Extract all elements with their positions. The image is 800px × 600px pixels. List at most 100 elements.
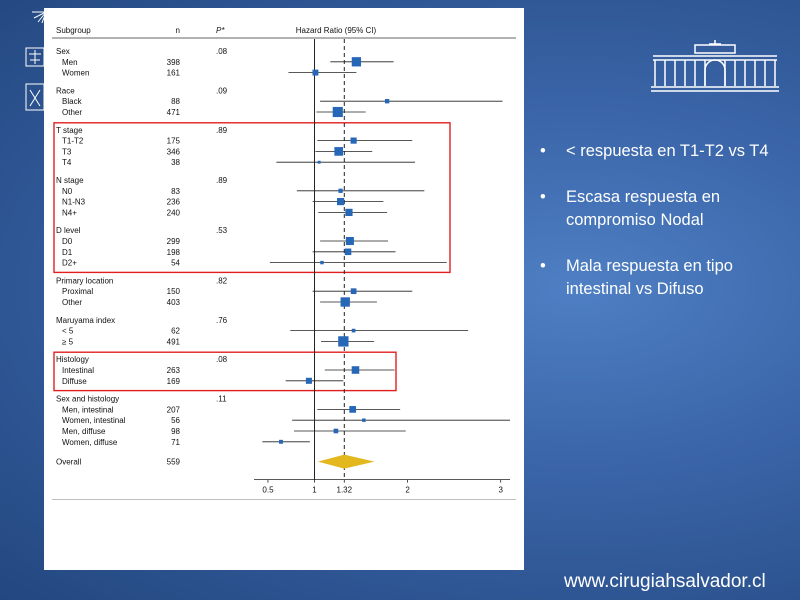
hazard-ratio-marker <box>384 99 390 104</box>
header-hazard-ratio: Hazard Ratio (95% CI) <box>296 26 377 35</box>
hazard-ratio-marker <box>351 366 360 374</box>
subgroup-label: Women, diffuse <box>62 438 118 447</box>
subgroup-label: Other <box>62 298 82 307</box>
subgroup-label: Women, intestinal <box>62 416 126 425</box>
group-p-value: .11 <box>216 395 227 404</box>
subgroup-label: N0 <box>62 187 73 196</box>
x-tick-label: 1.32 <box>337 486 353 495</box>
highlight-box <box>53 122 451 274</box>
bullet-list: • < respuesta en T1-T2 vs T4 • Escasa re… <box>540 140 780 324</box>
group-p-value: .76 <box>216 316 228 325</box>
group-p-value: .53 <box>216 226 228 235</box>
hazard-ratio-marker <box>345 208 353 217</box>
subgroup-label: Black <box>62 97 83 106</box>
subgroup-label: D2+ <box>62 259 77 268</box>
subgroup-label: N4+ <box>62 208 77 217</box>
subgroup-label: Diffuse <box>62 377 87 386</box>
group-p-value: .08 <box>216 47 228 56</box>
hazard-ratio-marker <box>350 137 357 144</box>
hazard-ratio-marker <box>333 428 339 434</box>
subgroup-n: 169 <box>167 377 181 386</box>
subgroup-n: 299 <box>167 237 181 246</box>
bullet-item: • Escasa respuesta en compromiso Nodal <box>540 186 780 232</box>
hazard-ratio-marker <box>340 297 350 307</box>
group-p-value: .89 <box>216 176 228 185</box>
subgroup-n: 207 <box>167 405 181 414</box>
subgroup-n: 71 <box>171 438 180 447</box>
subgroup-n: 83 <box>171 187 180 196</box>
hospital-building-logo <box>651 40 779 92</box>
subgroup-label: T3 <box>62 147 72 156</box>
group-p-value: .09 <box>216 86 228 95</box>
subgroup-label: < 5 <box>62 327 74 336</box>
subgroup-label: T1-T2 <box>62 137 84 146</box>
header-n: n <box>176 26 180 35</box>
subgroup-n: 198 <box>167 248 181 257</box>
footer-website[interactable]: www.cirugiahsalvador.cl <box>564 571 766 592</box>
group-label: Race <box>56 86 75 95</box>
subgroup-n: 491 <box>167 337 181 346</box>
bullet-text: < respuesta en T1-T2 vs T4 <box>566 142 769 160</box>
group-p-value: .89 <box>216 126 228 135</box>
bullet-symbol: • <box>540 188 546 206</box>
subgroup-label: ≥ 5 <box>62 337 74 346</box>
bullet-symbol: • <box>540 257 546 275</box>
subgroup-label: D0 <box>62 237 73 246</box>
overall-n: 559 <box>167 458 181 467</box>
x-tick-label: 3 <box>498 486 503 495</box>
forest-plot: Subgroup n P* Hazard Ratio (95% CI) Sex.… <box>52 26 516 500</box>
hazard-ratio-marker <box>317 160 321 164</box>
subgroup-label: Proximal <box>62 287 93 296</box>
hazard-ratio-marker <box>344 248 352 256</box>
header-p: P* <box>216 26 225 35</box>
group-label: Histology <box>56 355 89 364</box>
hazard-ratio-marker <box>362 418 366 422</box>
group-p-value: .82 <box>216 276 228 285</box>
x-tick-label: 0.5 <box>262 486 274 495</box>
subgroup-n: 161 <box>167 69 181 78</box>
subgroup-label: D1 <box>62 248 73 257</box>
hazard-ratio-marker <box>338 188 343 193</box>
subgroup-label: Intestinal <box>62 366 94 375</box>
header-subgroup: Subgroup <box>56 26 91 35</box>
subgroup-n: 56 <box>171 416 180 425</box>
subgroup-label: Men, diffuse <box>62 427 106 436</box>
subgroup-label: T4 <box>62 158 72 167</box>
subgroup-n: 88 <box>171 97 180 106</box>
subgroup-n: 403 <box>167 298 181 307</box>
overall-diamond <box>317 454 375 469</box>
subgroup-label: Women <box>62 69 89 78</box>
subgroup-n: 346 <box>167 147 181 156</box>
subgroup-label: N1-N3 <box>62 198 86 207</box>
hazard-ratio-marker <box>351 328 356 333</box>
bullet-symbol: • <box>540 142 546 160</box>
group-label: N stage <box>56 176 84 185</box>
x-tick-label: 1 <box>312 486 317 495</box>
hazard-ratio-marker <box>332 106 343 118</box>
bullet-item: • < respuesta en T1-T2 vs T4 <box>540 140 780 163</box>
hazard-ratio-marker <box>320 260 324 265</box>
group-label: Maruyama index <box>56 316 115 325</box>
bullet-item: • Mala respuesta en tipo intestinal vs D… <box>540 255 780 301</box>
subgroup-n: 150 <box>167 287 181 296</box>
hazard-ratio-marker <box>312 69 319 76</box>
bullet-text: Escasa respuesta en compromiso Nodal <box>566 188 721 229</box>
hazard-ratio-marker <box>338 336 349 347</box>
subgroup-n: 175 <box>167 137 181 146</box>
group-label: Primary location <box>56 276 113 285</box>
hazard-ratio-marker <box>345 236 354 246</box>
hazard-ratio-marker <box>334 147 344 156</box>
hazard-ratio-marker <box>351 57 362 67</box>
bullet-text: Mala respuesta en tipo intestinal vs Dif… <box>566 257 733 298</box>
subgroup-label: Men, intestinal <box>62 405 114 414</box>
highlight-box <box>53 351 397 392</box>
hazard-ratio-marker <box>279 439 283 444</box>
group-label: T stage <box>56 126 83 135</box>
subgroup-n: 240 <box>167 208 181 217</box>
subgroup-label: Men <box>62 58 78 67</box>
hazard-ratio-marker <box>350 288 357 295</box>
subgroup-label: Other <box>62 108 82 117</box>
university-crest-logo <box>25 11 46 111</box>
hazard-ratio-marker <box>305 377 312 384</box>
subgroup-n: 471 <box>167 108 181 117</box>
